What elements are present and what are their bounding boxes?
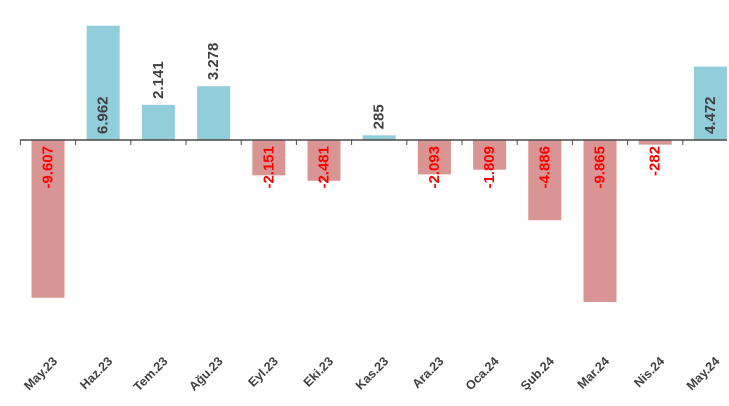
data-labels-group: -9.607 6.962 2.141 3.278 -2.151 -2.481 285 -2.0… xyxy=(40,43,719,189)
data-label: 4.472 xyxy=(702,96,719,134)
data-label: -1.809 xyxy=(481,146,498,189)
data-label: 3.278 xyxy=(205,43,222,81)
category-label: May.23 xyxy=(21,354,60,393)
bar-Oca.24 xyxy=(473,140,507,170)
category-label: Tem.23 xyxy=(131,354,171,394)
category-label: Mar.24 xyxy=(575,354,612,391)
data-label: -9.607 xyxy=(40,146,57,189)
bar-May.24 xyxy=(693,66,727,140)
bar-Şub.24 xyxy=(528,140,562,221)
data-label: -2.093 xyxy=(426,146,443,189)
bar-Haz.23 xyxy=(86,25,120,141)
bar-Eki.23 xyxy=(307,140,341,181)
category-label: May.24 xyxy=(684,354,723,393)
bar-Tem.23 xyxy=(141,104,175,140)
category-labels-group: May.23 Haz.23 Tem.23 Ağu.23 Eyl.23 Eki.23 Kas.… xyxy=(21,354,722,394)
bar-Nis.24 xyxy=(638,140,672,145)
axis-ticks-group xyxy=(19,140,684,145)
data-label: 285 xyxy=(371,104,388,129)
bar-Eyl.23 xyxy=(252,140,286,176)
data-label: 6.962 xyxy=(95,96,112,134)
category-label: Oca.24 xyxy=(463,354,502,393)
category-label: Haz.23 xyxy=(77,354,115,392)
category-label: Ağu.23 xyxy=(186,354,225,393)
category-label: Eki.23 xyxy=(301,354,336,389)
bars-group xyxy=(31,25,727,302)
data-label: -9.865 xyxy=(592,146,609,189)
bar-Ara.23 xyxy=(417,140,451,175)
bar-May.23 xyxy=(31,140,65,298)
category-label: Nis.24 xyxy=(631,354,667,390)
data-label: 2.141 xyxy=(150,61,167,99)
data-label: -2.481 xyxy=(316,146,333,189)
category-label: Ara.23 xyxy=(410,354,447,391)
data-label: -2.151 xyxy=(260,146,277,189)
data-label: -4.886 xyxy=(536,146,553,189)
bar-Mar.24 xyxy=(583,140,617,302)
bar-Kas.23 xyxy=(362,135,396,140)
data-label: -282 xyxy=(647,146,664,176)
category-label: Şub.24 xyxy=(518,354,557,393)
category-label: Eyl.23 xyxy=(245,354,280,389)
category-label: Kas.23 xyxy=(353,354,391,392)
bar-Ağu.23 xyxy=(197,86,231,140)
